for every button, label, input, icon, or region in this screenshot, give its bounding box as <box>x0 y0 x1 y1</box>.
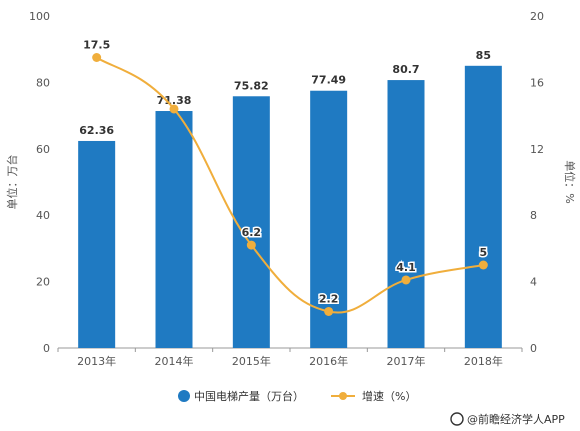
line-point <box>401 275 411 285</box>
line-point <box>324 306 334 316</box>
bar-data-label: 71.38 <box>157 94 192 107</box>
x-tick-label: 2018年 <box>464 354 503 368</box>
bar <box>155 111 193 348</box>
left-y-tick-label: 60 <box>36 143 50 156</box>
right-y-tick-label: 4 <box>530 276 537 289</box>
source-credit: @前瞻经济学人APP <box>450 412 565 426</box>
bar <box>78 140 116 348</box>
right-y-ticks: 0 4 8 12 16 20 <box>530 10 544 355</box>
legend-line-label: 增速（%） <box>362 389 416 403</box>
line-data-label: 2.2 <box>319 292 339 305</box>
source-text: @前瞻经济学人APP <box>467 412 565 426</box>
line-data-label: 4.1 <box>396 261 416 274</box>
x-tick-label: 2014年 <box>155 354 194 368</box>
right-y-axis-title: 单位：% <box>563 160 577 203</box>
bar-data-label: 85 <box>476 49 491 62</box>
left-y-tick-label: 40 <box>36 209 50 222</box>
source-logo-icon <box>450 412 464 426</box>
left-y-axis-title: 单位：万台 <box>5 155 19 210</box>
growth-line <box>96 56 484 314</box>
line-point <box>92 53 102 62</box>
bar-data-label: 77.49 <box>311 74 346 87</box>
bar <box>464 65 502 349</box>
x-tick-label: 2017年 <box>387 354 426 368</box>
bar <box>310 90 348 348</box>
bar-data-labels: 62.36 71.38 75.82 77.49 80.7 85 <box>79 49 491 137</box>
legend-bar-label: 中国电梯产量（万台） <box>194 389 304 403</box>
x-tick-label: 2015年 <box>232 354 271 368</box>
left-y-tick-label: 80 <box>36 76 50 89</box>
line-point <box>478 260 488 270</box>
legend-line-marker <box>339 392 347 400</box>
left-y-tick-label: 0 <box>43 342 50 355</box>
legend: 中国电梯产量（万台） 增速（%） <box>178 389 416 403</box>
right-y-tick-label: 20 <box>530 10 544 23</box>
bar-data-label: 62.36 <box>79 124 114 137</box>
line-data-label: 17.5 <box>83 39 110 52</box>
right-y-tick-label: 8 <box>530 209 537 222</box>
bar-series <box>78 65 502 349</box>
left-y-tick-label: 20 <box>36 276 50 289</box>
bar <box>387 80 425 349</box>
line-point <box>246 240 256 250</box>
line-point <box>169 104 179 114</box>
right-y-tick-label: 12 <box>530 143 544 156</box>
line-data-label: 5 <box>480 246 488 259</box>
x-tick-label: 2013年 <box>77 354 116 368</box>
right-y-tick-label: 16 <box>530 76 544 89</box>
bar-data-label: 75.82 <box>234 79 269 92</box>
left-y-ticks: 0 20 40 60 80 100 <box>29 10 50 355</box>
x-ticks: 2013年 2014年 2015年 2016年 2017年 2018年 <box>57 348 523 368</box>
bar-data-label: 80.7 <box>392 63 419 76</box>
bar <box>232 96 270 348</box>
line-data-label: 6.2 <box>242 226 262 239</box>
left-y-tick-label: 100 <box>29 10 50 23</box>
line-series: 17.5 6.2 2.2 4.1 5 <box>82 37 489 316</box>
x-tick-label: 2016年 <box>309 354 348 368</box>
right-y-tick-label: 0 <box>530 342 537 355</box>
legend-bar-swatch <box>178 390 190 402</box>
